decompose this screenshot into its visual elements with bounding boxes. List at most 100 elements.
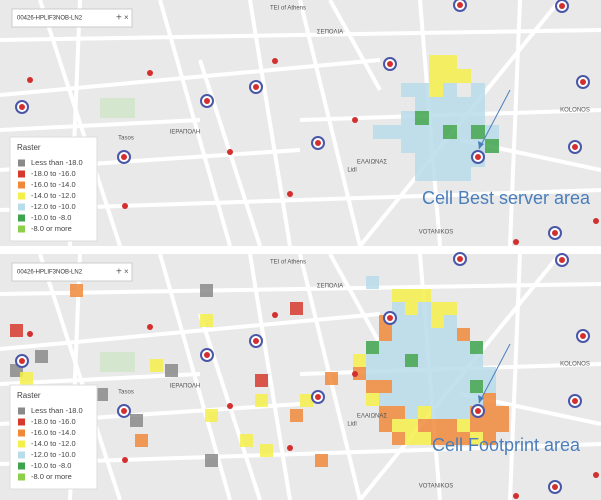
poi-marker <box>147 324 153 330</box>
raster-cell <box>443 153 457 167</box>
legend-swatch <box>18 407 25 415</box>
raster-cell <box>418 354 431 367</box>
raster-cell <box>429 83 443 97</box>
raster-cell <box>290 409 303 422</box>
raster-cell <box>457 125 471 139</box>
arrow-head <box>478 395 484 403</box>
place-label: Tasos <box>118 136 134 142</box>
raster-cell <box>405 432 418 445</box>
road <box>0 28 601 42</box>
raster-cell <box>431 367 444 380</box>
raster-cell <box>444 380 457 393</box>
poi-marker <box>272 58 278 64</box>
raster-cell <box>431 393 444 406</box>
legend-swatch <box>18 203 25 211</box>
place-label: Lidl <box>347 168 356 174</box>
raster-cell <box>471 83 485 97</box>
raster-cell <box>431 380 444 393</box>
cell-site-core <box>121 408 127 414</box>
raster-cell <box>366 380 379 393</box>
cell-site-core <box>475 408 481 414</box>
raster-cell <box>444 315 457 328</box>
search-text: 00426-HPLIF3NOB-LN2 <box>17 16 83 22</box>
raster-cell <box>443 139 457 153</box>
road <box>0 188 601 212</box>
legend-swatch <box>18 429 25 437</box>
road <box>508 0 522 247</box>
search-text: 00426-HPLIF3NOB-LN2 <box>17 270 83 276</box>
raster-cell <box>457 153 471 167</box>
raster-cell <box>405 393 418 406</box>
raster-cell <box>405 367 418 380</box>
raster-cell <box>443 83 457 97</box>
raster-cell <box>379 393 392 406</box>
legend-swatch <box>18 440 25 448</box>
raster-cell <box>418 393 431 406</box>
raster-cell <box>457 406 470 419</box>
raster-cell <box>366 276 379 289</box>
cell-site-core <box>19 358 25 364</box>
raster-cell <box>392 354 405 367</box>
raster-cell <box>444 393 457 406</box>
place-label: VOTANIKOS <box>419 484 454 490</box>
legend-label: -8.0 or more <box>31 224 72 233</box>
raster-cell <box>470 432 483 445</box>
raster-cell <box>255 394 268 407</box>
legend-label: -10.0 to -8.0 <box>31 461 71 470</box>
raster-cell <box>392 367 405 380</box>
raster-cell <box>457 380 470 393</box>
add-button: + <box>116 267 122 278</box>
raster-cell <box>431 406 444 419</box>
raster-cell <box>470 380 483 393</box>
poi-marker <box>272 312 278 318</box>
raster-cell <box>10 324 23 337</box>
raster-cell <box>405 302 418 315</box>
raster-cell <box>255 374 268 387</box>
raster-cell <box>496 406 509 419</box>
raster-cell <box>401 139 415 153</box>
raster-cell <box>415 167 429 181</box>
raster-cell <box>431 341 444 354</box>
raster-cell <box>443 69 457 83</box>
raster-cell <box>457 419 470 432</box>
raster-cell <box>429 139 443 153</box>
raster-cell <box>470 354 483 367</box>
raster-cell <box>392 380 405 393</box>
cell-site-core <box>387 61 393 67</box>
legend-title: Raster <box>17 391 41 400</box>
raster-cell <box>379 341 392 354</box>
raster-cell <box>457 393 470 406</box>
raster-cell <box>457 111 471 125</box>
poi-marker <box>227 149 233 155</box>
add-button: + <box>116 13 122 24</box>
poi-marker <box>513 239 519 245</box>
raster-cell <box>470 419 483 432</box>
poi-marker <box>593 218 599 224</box>
annotation-text: Cell Footprint area <box>432 435 581 455</box>
cell-site-core <box>580 79 586 85</box>
raster-cell <box>429 69 443 83</box>
raster-cell <box>290 302 303 315</box>
raster-cell <box>418 315 431 328</box>
raster-cell <box>379 406 392 419</box>
search-box <box>11 262 133 282</box>
raster-cell <box>415 153 429 167</box>
place-label: TEI of Athens <box>270 6 306 12</box>
raster-cell <box>470 367 483 380</box>
raster-cell <box>260 444 273 457</box>
place-label: ΙΕΡΑΠΟΛΗ <box>170 130 200 136</box>
cell-site-core <box>204 352 210 358</box>
legend-label: -12.0 to -10.0 <box>31 450 76 459</box>
raster-cell <box>150 359 163 372</box>
legend-label: -18.0 to -16.0 <box>31 169 76 178</box>
cell-site-core <box>457 2 463 8</box>
poi-marker <box>27 331 33 337</box>
raster-cell <box>379 328 392 341</box>
raster-cell <box>95 388 108 401</box>
legend-swatch <box>18 170 25 178</box>
cell-site-core <box>559 3 565 9</box>
cell-site-core <box>552 484 558 490</box>
raster-cell <box>405 380 418 393</box>
raster-cell <box>415 97 429 111</box>
place-label: Tasos <box>118 390 134 396</box>
